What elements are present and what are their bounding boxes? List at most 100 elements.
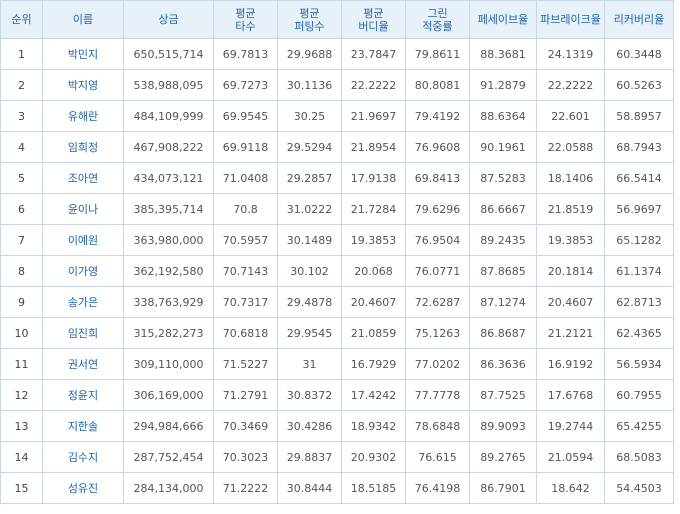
cell-avg-strokes: 69.9118 (213, 131, 278, 163)
cell-name[interactable]: 정윤지 (42, 379, 124, 411)
cell-rank: 14 (0, 441, 43, 473)
cell-avg-birdie-rate: 20.068 (341, 255, 406, 287)
cell-avg-birdie-rate: 21.9697 (341, 100, 406, 132)
cell-prize: 309,110,000 (123, 348, 214, 380)
cell-break-rate: 19.3853 (536, 224, 605, 256)
cell-name[interactable]: 임진희 (42, 317, 124, 349)
cell-rank: 6 (0, 193, 43, 225)
cell-recovery: 68.5083 (604, 441, 674, 473)
cell-recovery: 61.1374 (604, 255, 674, 287)
cell-avg-birdie-rate: 22.2222 (341, 69, 406, 101)
cell-gir: 72.6287 (405, 286, 470, 318)
cell-name[interactable]: 김수지 (42, 441, 124, 473)
cell-avg-putts: 29.8837 (277, 441, 342, 473)
cell-fairway: 86.6667 (469, 193, 537, 225)
cell-fairway: 88.3681 (469, 38, 537, 70)
cell-avg-birdie-rate: 19.3853 (341, 224, 406, 256)
table-row: 10 임진희 315,282,273 70.6818 29.9545 21.0859 75.… (0, 317, 674, 349)
cell-avg-putts: 29.2857 (277, 162, 342, 194)
table-row: 15 성유진 284,134,000 71.2222 30.8444 18.5185 76.… (0, 472, 674, 504)
cell-rank: 15 (0, 472, 43, 504)
cell-prize: 315,282,273 (123, 317, 214, 349)
table-row: 3 유해란 484,109,999 69.9545 30.25 21.9697 79.419… (0, 100, 674, 132)
cell-avg-birdie-rate: 17.4242 (341, 379, 406, 411)
cell-avg-strokes: 70.7143 (213, 255, 278, 287)
cell-name[interactable]: 지한솔 (42, 410, 124, 442)
cell-rank: 9 (0, 286, 43, 318)
cell-avg-strokes: 70.3469 (213, 410, 278, 442)
cell-rank: 8 (0, 255, 43, 287)
cell-fairway: 89.9093 (469, 410, 537, 442)
table-row: 4 임희정 467,908,222 69.9118 29.5294 21.8954 76.9… (0, 131, 674, 163)
table-row: 12 정윤지 306,169,000 71.2791 30.8372 17.4242 77.… (0, 379, 674, 411)
cell-fairway: 86.7901 (469, 472, 537, 504)
cell-avg-putts: 30.4286 (277, 410, 342, 442)
cell-gir: 77.0202 (405, 348, 470, 380)
cell-name[interactable]: 조아연 (42, 162, 124, 194)
table-row: 14 김수지 287,752,454 70.3023 29.8837 20.9302 76.… (0, 441, 674, 473)
cell-gir: 80.8081 (405, 69, 470, 101)
cell-avg-putts: 29.5294 (277, 131, 342, 163)
cell-gir: 69.8413 (405, 162, 470, 194)
cell-break-rate: 18.1406 (536, 162, 605, 194)
cell-gir: 77.7778 (405, 379, 470, 411)
table-body: 1 박민지 650,515,714 69.7813 29.9688 23.7847 79.8… (0, 38, 674, 504)
column-header-fairway: 페세이브율 (469, 0, 537, 39)
cell-name[interactable]: 유해란 (42, 100, 124, 132)
cell-break-rate: 24.1319 (536, 38, 605, 70)
cell-name[interactable]: 박지영 (42, 69, 124, 101)
column-header-avg-birdie-rate: 평균 버디율 (341, 0, 406, 39)
cell-name[interactable]: 이예원 (42, 224, 124, 256)
cell-fairway: 87.5283 (469, 162, 537, 194)
cell-fairway: 88.6364 (469, 100, 537, 132)
cell-avg-strokes: 69.7273 (213, 69, 278, 101)
cell-gir: 78.6848 (405, 410, 470, 442)
cell-avg-birdie-rate: 21.7284 (341, 193, 406, 225)
cell-fairway: 89.2765 (469, 441, 537, 473)
cell-recovery: 65.1282 (604, 224, 674, 256)
cell-name[interactable]: 이가영 (42, 255, 124, 287)
cell-rank: 1 (0, 38, 43, 70)
cell-break-rate: 22.601 (536, 100, 605, 132)
cell-prize: 363,980,000 (123, 224, 214, 256)
cell-recovery: 58.8957 (604, 100, 674, 132)
cell-prize: 484,109,999 (123, 100, 214, 132)
table-row: 11 권서연 309,110,000 71.5227 31 16.7929 77.0202 8… (0, 348, 674, 380)
column-header-avg-putts: 평균 퍼팅수 (277, 0, 342, 39)
cell-avg-birdie-rate: 21.8954 (341, 131, 406, 163)
cell-fairway: 86.3636 (469, 348, 537, 380)
cell-fairway: 87.8685 (469, 255, 537, 287)
column-header-name: 이름 (42, 0, 124, 39)
column-header-recovery: 리커버리율 (604, 0, 674, 39)
cell-avg-strokes: 71.2791 (213, 379, 278, 411)
cell-avg-strokes: 69.7813 (213, 38, 278, 70)
cell-name[interactable]: 송가은 (42, 286, 124, 318)
cell-fairway: 89.2435 (469, 224, 537, 256)
table-row: 13 지한솔 294,984,666 70.3469 30.4286 18.9342 78.… (0, 410, 674, 442)
cell-avg-strokes: 70.5957 (213, 224, 278, 256)
cell-break-rate: 19.2744 (536, 410, 605, 442)
cell-name[interactable]: 윤이나 (42, 193, 124, 225)
cell-avg-birdie-rate: 20.4607 (341, 286, 406, 318)
cell-name[interactable]: 박민지 (42, 38, 124, 70)
cell-break-rate: 17.6768 (536, 379, 605, 411)
column-header-avg-strokes: 평균 타수 (213, 0, 278, 39)
cell-name[interactable]: 성유진 (42, 472, 124, 504)
cell-avg-birdie-rate: 23.7847 (341, 38, 406, 70)
table-row: 2 박지영 538,988,095 69.7273 30.1136 22.2222 80.8… (0, 69, 674, 101)
cell-break-rate: 21.8519 (536, 193, 605, 225)
cell-avg-putts: 30.8444 (277, 472, 342, 504)
cell-gir: 79.6296 (405, 193, 470, 225)
cell-prize: 650,515,714 (123, 38, 214, 70)
cell-avg-strokes: 71.0408 (213, 162, 278, 194)
cell-rank: 10 (0, 317, 43, 349)
cell-break-rate: 18.642 (536, 472, 605, 504)
cell-break-rate: 21.2121 (536, 317, 605, 349)
cell-name[interactable]: 권서연 (42, 348, 124, 380)
cell-rank: 13 (0, 410, 43, 442)
cell-rank: 7 (0, 224, 43, 256)
cell-avg-strokes: 70.8 (213, 193, 278, 225)
cell-rank: 11 (0, 348, 43, 380)
cell-avg-putts: 31.0222 (277, 193, 342, 225)
cell-name[interactable]: 임희정 (42, 131, 124, 163)
